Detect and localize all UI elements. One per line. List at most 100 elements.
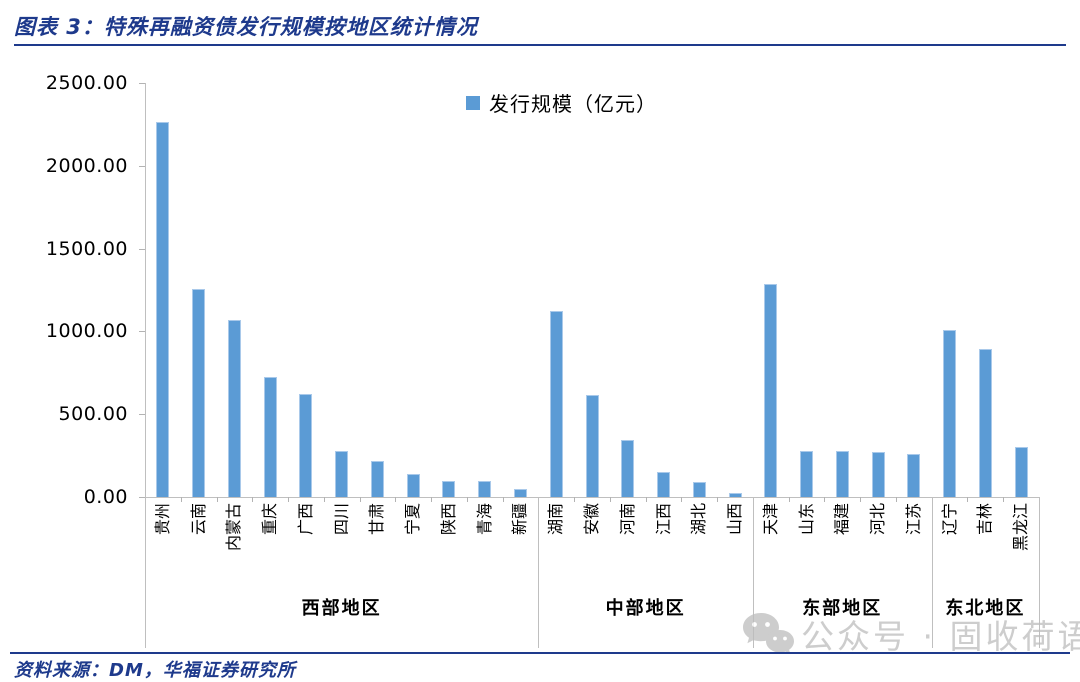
x-axis-label: 内蒙古 <box>224 503 244 552</box>
bar <box>335 451 349 497</box>
x-axis-label: 广西 <box>295 503 315 536</box>
watermark: 公众号 · 固收荷语 <box>741 610 1080 658</box>
bar <box>978 349 992 497</box>
x-axis-label: 辽宁 <box>939 503 959 536</box>
x-axis-label: 新疆 <box>510 503 530 536</box>
source-note: 资料来源：DM，华福证券研究所 <box>14 660 296 681</box>
bar <box>692 482 706 497</box>
x-axis-label: 宁夏 <box>403 503 423 536</box>
x-axis-label: 湖南 <box>546 503 566 536</box>
x-axis-label: 江苏 <box>903 503 923 536</box>
x-axis-label: 江西 <box>653 503 673 536</box>
bar <box>728 493 742 497</box>
x-axis-label: 山东 <box>796 503 816 536</box>
bar <box>585 395 599 497</box>
bar <box>943 330 957 497</box>
y-tick-label: 1000.00 <box>45 320 128 343</box>
x-tick <box>466 497 468 502</box>
x-tick <box>895 497 897 502</box>
x-tick <box>359 497 361 502</box>
x-tick <box>216 497 218 502</box>
x-axis-label: 山西 <box>725 503 745 536</box>
y-tick <box>139 83 145 84</box>
x-axis-label: 青海 <box>474 503 494 536</box>
y-tick <box>139 248 145 250</box>
region-label: 东北地区 <box>945 598 1026 619</box>
x-tick <box>824 497 826 502</box>
bar <box>657 471 671 497</box>
x-axis-label: 陕西 <box>438 503 458 536</box>
x-axis-label: 福建 <box>832 503 852 536</box>
title-divider <box>14 44 1066 46</box>
x-axis-label: 河南 <box>617 503 637 536</box>
x-axis-label: 甘肃 <box>367 503 387 536</box>
region-label: 东部地区 <box>802 598 883 619</box>
x-axis-label: 重庆 <box>260 503 280 536</box>
x-tick <box>395 497 397 502</box>
bar <box>406 473 420 497</box>
x-tick <box>967 497 969 502</box>
x-tick <box>252 497 254 502</box>
x-axis-line <box>145 497 1039 498</box>
x-tick <box>788 497 790 502</box>
bar <box>299 393 313 497</box>
x-axis-label: 黑龙江 <box>1011 503 1031 552</box>
region-separator <box>752 497 754 648</box>
bar <box>764 283 778 497</box>
region-separator <box>931 497 933 648</box>
y-tick-label: 0.00 <box>83 486 128 508</box>
x-tick <box>323 497 325 502</box>
bar <box>1014 447 1028 497</box>
region-separator <box>538 497 540 648</box>
x-tick <box>860 497 862 502</box>
bar <box>227 320 241 497</box>
x-tick <box>180 497 182 502</box>
y-tick <box>139 165 145 167</box>
footer-divider <box>10 652 1070 654</box>
watermark-label: 公众号 · 固收荷语 <box>801 617 1080 656</box>
y-tick-label: 500.00 <box>58 403 128 426</box>
x-tick <box>431 497 433 502</box>
x-axis-label: 四川 <box>331 503 351 536</box>
x-axis-label: 贵州 <box>152 503 172 536</box>
region-separator <box>145 497 146 648</box>
bar <box>835 450 849 497</box>
region-separator <box>1039 497 1040 648</box>
legend-label: 发行规模（亿元） <box>489 92 657 116</box>
y-tick <box>139 331 145 333</box>
figure-title: 图表 3：特殊再融资债发行规模按地区统计情况 <box>14 15 478 39</box>
y-tick-label: 1500.00 <box>45 237 128 260</box>
x-tick <box>717 497 719 502</box>
x-tick <box>645 497 647 502</box>
bar <box>442 480 456 497</box>
x-tick <box>609 497 611 502</box>
bar <box>907 453 921 497</box>
x-tick <box>681 497 683 502</box>
x-axis-label: 湖北 <box>689 503 709 536</box>
region-label: 中部地区 <box>605 598 686 619</box>
x-axis-label: 安徽 <box>582 503 601 536</box>
bar <box>621 439 635 497</box>
region-label: 西部地区 <box>301 598 382 619</box>
y-tick-label: 2500.00 <box>45 72 128 94</box>
y-tick-label: 2000.00 <box>45 154 128 177</box>
x-axis-label: 吉林 <box>975 503 995 536</box>
bar <box>800 450 814 497</box>
chart-legend: 发行规模（亿元） <box>466 88 657 117</box>
bar <box>478 481 492 497</box>
wechat-icon <box>743 613 794 655</box>
x-tick <box>1003 497 1005 502</box>
bar <box>156 122 170 497</box>
y-axis-line <box>145 83 146 497</box>
legend-swatch-icon <box>466 95 480 110</box>
y-tick <box>139 414 145 416</box>
x-tick <box>288 497 290 502</box>
bar <box>513 488 527 497</box>
x-tick <box>574 497 576 502</box>
y-tick <box>139 497 145 498</box>
bar <box>871 451 885 497</box>
x-tick <box>502 497 504 502</box>
x-axis-label: 天津 <box>760 503 780 536</box>
bar <box>192 289 206 497</box>
